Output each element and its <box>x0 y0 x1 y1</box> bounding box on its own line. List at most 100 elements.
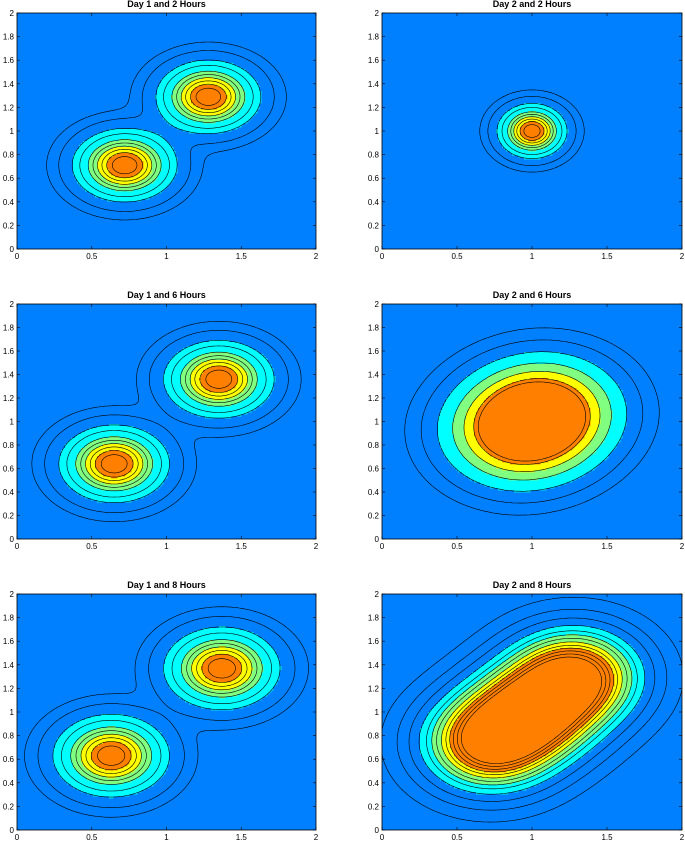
contour-line <box>519 121 545 141</box>
contour-line <box>445 645 618 775</box>
x-tick-label: 2 <box>314 252 319 261</box>
x-tick-label: 1.5 <box>236 542 248 551</box>
y-tick-label: 1 <box>10 127 15 136</box>
plot-background <box>17 594 316 830</box>
contour-line <box>436 638 628 782</box>
contour-line <box>24 606 309 818</box>
y-tick-label: 0.2 <box>3 802 15 811</box>
contour-line <box>478 381 586 462</box>
y-tick-label: 1.8 <box>368 324 380 333</box>
y-tick-label: 0.2 <box>3 512 15 521</box>
contour-line <box>426 630 638 790</box>
contour-panel-4: Day 2 and 6 Hours 0 0.5 1 1.5 2 0 0.2 0.4 0.6 0.8 1… <box>368 290 685 551</box>
y-tick-label: 1.4 <box>3 661 15 670</box>
contour-line <box>80 646 253 778</box>
y-tick-label: 1.2 <box>3 394 15 403</box>
filled-contours <box>438 352 627 493</box>
contour-band <box>107 85 228 178</box>
y-tick-label: 0.8 <box>368 441 380 450</box>
contour-line <box>85 358 248 485</box>
y-tick-label: 0 <box>10 535 15 544</box>
contour-line <box>37 616 296 808</box>
y-tick-label: 0.4 <box>3 198 15 207</box>
chart-title: Day 2 and 6 Hours <box>493 290 572 300</box>
y-tick-label: 0.8 <box>3 441 15 450</box>
y-tick-label: 0.6 <box>368 465 380 474</box>
contour-line <box>87 70 246 192</box>
contour-band <box>420 626 645 795</box>
contour-line <box>66 345 267 498</box>
y-tick-label: 0.6 <box>368 755 380 764</box>
x-tick-label: 0.5 <box>451 252 463 261</box>
y-tick-label: 1.4 <box>368 661 380 670</box>
contour-line <box>461 656 602 764</box>
x-tick-label: 2 <box>680 252 685 261</box>
contour-band <box>59 340 276 503</box>
x-tick-label: 1 <box>530 252 535 261</box>
contour-line <box>97 658 236 766</box>
contour-panel-1: Day 1 and 2 Hours 0 0.5 1 1.5 2 0 0.2 0.4 0.6 0.8 1… <box>3 0 319 261</box>
y-tick-label: 0.8 <box>3 151 15 160</box>
y-tick-label: 1.4 <box>3 80 15 89</box>
contour-line <box>420 339 644 504</box>
x-tick-label: 1.5 <box>236 833 248 842</box>
contour-line <box>418 625 646 795</box>
y-tick-label: 0.2 <box>3 221 15 230</box>
y-tick-label: 1.8 <box>3 614 15 623</box>
y-tick-label: 2 <box>10 300 15 309</box>
contour-line <box>90 653 243 771</box>
x-tick-label: 0 <box>15 542 20 551</box>
x-tick-label: 2 <box>314 833 319 842</box>
y-tick-label: 1.2 <box>3 103 15 112</box>
contour-lines <box>404 327 660 516</box>
contour-line <box>382 597 682 823</box>
y-tick-label: 0.4 <box>3 488 15 497</box>
contour-line <box>404 327 660 516</box>
y-tick-label: 0.8 <box>368 151 380 160</box>
contour-band <box>91 654 242 771</box>
y-tick-label: 0.2 <box>368 512 380 521</box>
contour-line <box>71 59 262 203</box>
y-tick-label: 0.4 <box>3 779 15 788</box>
x-tick-label: 0.5 <box>451 542 463 551</box>
x-tick-label: 1 <box>164 542 169 551</box>
filled-contours <box>73 61 262 202</box>
contour-band <box>474 378 591 465</box>
contour-line <box>58 50 275 212</box>
y-tick-label: 1.2 <box>368 103 380 112</box>
contour-lines <box>479 89 585 173</box>
contour-line <box>58 340 275 503</box>
y-tick-label: 0 <box>375 826 380 835</box>
chart-title: Day 2 and 8 Hours <box>493 580 572 590</box>
chart-title: Day 2 and 2 Hours <box>493 0 572 9</box>
contour-line <box>496 103 568 159</box>
y-tick-label: 1.8 <box>3 324 15 333</box>
contour-line <box>396 609 668 811</box>
x-tick-label: 1 <box>530 542 535 551</box>
x-tick-label: 0.5 <box>86 542 98 551</box>
contour-line <box>452 362 612 481</box>
contour-line <box>46 41 287 221</box>
x-tick-label: 1.5 <box>601 252 613 261</box>
contour-line <box>473 378 591 465</box>
contour-panel-3: Day 1 and 6 Hours 0 0.5 1 1.5 2 0 0.2 0.4 0.6 0.8 1… <box>3 290 319 551</box>
plot-background <box>17 13 316 249</box>
contour-band <box>89 71 246 192</box>
contour-band <box>73 61 262 202</box>
y-tick-label: 2 <box>375 300 380 309</box>
y-tick-label: 1 <box>10 418 15 427</box>
contour-line <box>431 634 633 786</box>
x-tick-label: 1.5 <box>601 833 613 842</box>
contour-lines <box>382 597 682 823</box>
contour-band <box>97 77 236 186</box>
x-tick-label: 1.5 <box>236 252 248 261</box>
contour-line <box>97 77 236 185</box>
y-tick-label: 1.6 <box>3 56 15 65</box>
y-tick-label: 0.2 <box>368 221 380 230</box>
y-tick-label: 0 <box>10 245 15 254</box>
y-tick-label: 1.4 <box>368 371 380 380</box>
x-tick-label: 2 <box>680 542 685 551</box>
chart-title: Day 1 and 2 Hours <box>127 0 206 9</box>
contour-line <box>79 65 254 197</box>
